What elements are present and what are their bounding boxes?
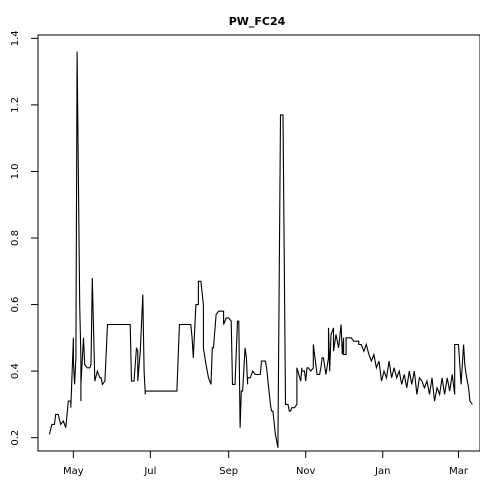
y-tick-label: 0.2	[10, 430, 21, 446]
plot-frame	[37, 34, 480, 452]
x-tick-label: Jul	[143, 466, 156, 477]
x-tick-label: Nov	[296, 466, 316, 477]
y-tick-label: 1.2	[10, 97, 21, 113]
series-line	[48, 51, 473, 448]
y-tick-label: 0.4	[10, 363, 21, 379]
y-tick-label: 0.8	[10, 230, 21, 246]
x-tick-label: May	[63, 466, 84, 477]
x-tick-label: Sep	[219, 466, 238, 477]
chart-title: PW_FC24	[229, 15, 286, 28]
y-axis: 0.2 0.4 0.6 0.8 1.0 1.2 1.4	[10, 30, 39, 446]
x-tick-label: Mar	[449, 466, 469, 477]
x-tick-label: Jan	[374, 466, 390, 477]
x-axis: May Jul Sep Nov Jan Mar	[63, 450, 469, 477]
y-tick-label: 1.4	[10, 30, 21, 46]
y-tick-label: 0.6	[10, 297, 21, 313]
y-tick-label: 1.0	[10, 163, 21, 179]
